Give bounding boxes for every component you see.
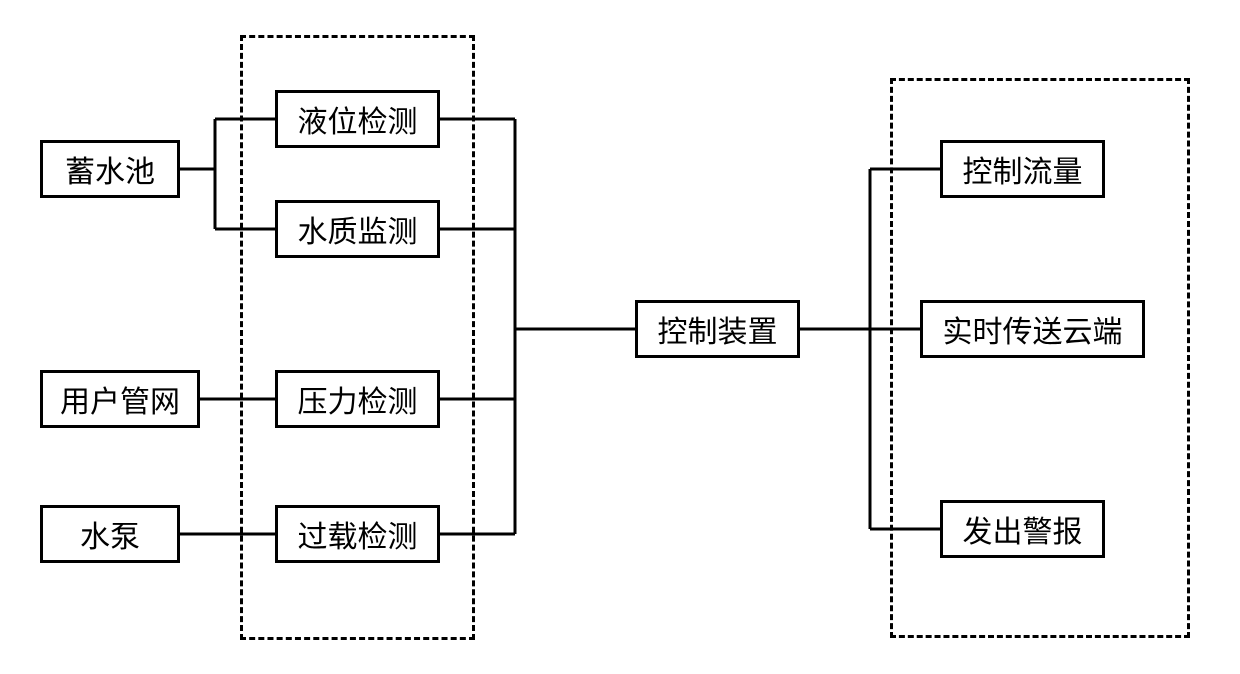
node-label: 实时传送云端 bbox=[943, 307, 1123, 351]
node-pressure-detection: 压力检测 bbox=[275, 370, 440, 428]
node-controller: 控制装置 bbox=[635, 300, 800, 358]
node-label: 水质监测 bbox=[298, 207, 418, 251]
node-label: 蓄水池 bbox=[65, 147, 155, 191]
node-control-flow: 控制流量 bbox=[940, 140, 1105, 198]
node-water-quality-monitor: 水质监测 bbox=[275, 200, 440, 258]
node-label: 控制流量 bbox=[963, 147, 1083, 191]
node-label: 液位检测 bbox=[298, 97, 418, 141]
node-label: 控制装置 bbox=[658, 307, 778, 351]
node-pump: 水泵 bbox=[40, 505, 180, 563]
node-label: 水泵 bbox=[80, 512, 140, 556]
node-label: 用户管网 bbox=[60, 377, 180, 421]
node-label: 发出警报 bbox=[963, 507, 1083, 551]
node-reservoir: 蓄水池 bbox=[40, 140, 180, 198]
node-level-detection: 液位检测 bbox=[275, 90, 440, 148]
node-overload-detection: 过载检测 bbox=[275, 505, 440, 563]
node-user-network: 用户管网 bbox=[40, 370, 200, 428]
node-cloud-upload: 实时传送云端 bbox=[920, 300, 1145, 358]
node-label: 过载检测 bbox=[298, 512, 418, 556]
node-alarm: 发出警报 bbox=[940, 500, 1105, 558]
node-label: 压力检测 bbox=[298, 377, 418, 421]
